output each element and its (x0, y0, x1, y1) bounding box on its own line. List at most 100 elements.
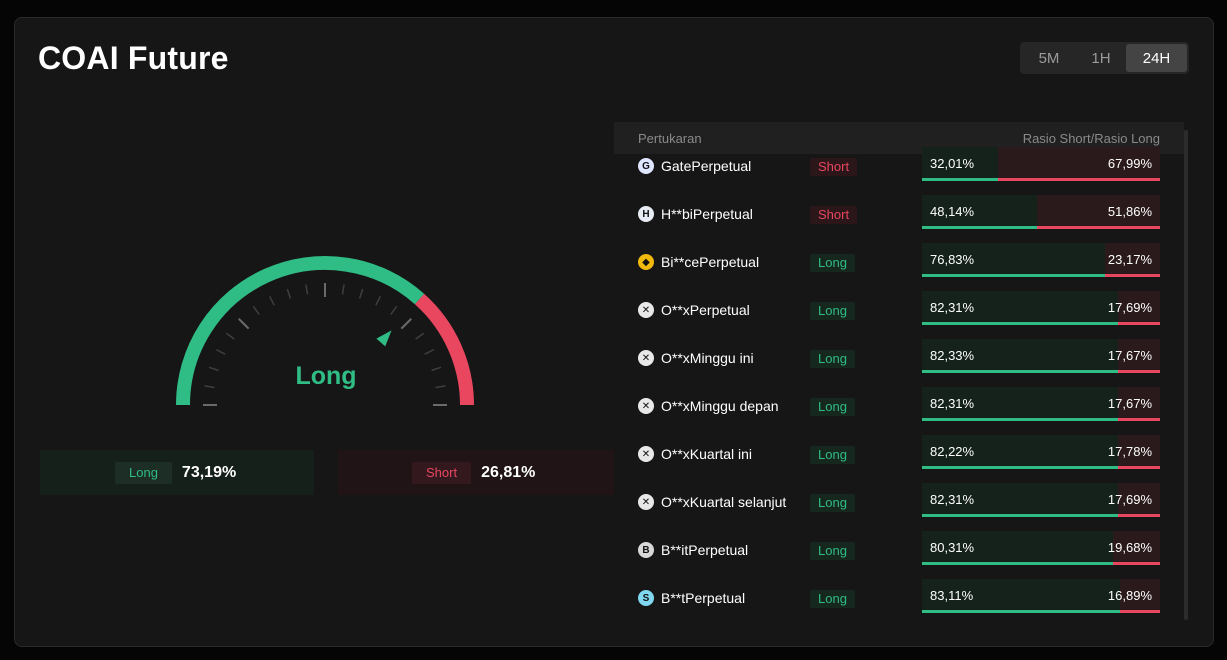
ratio-bar: 82,22% 17,78% (922, 435, 1160, 469)
table-row[interactable]: ◆ Bi**cePerpetual Long 76,83% 23,17% (614, 243, 1184, 298)
ratio-bar: 82,31% 17,67% (922, 387, 1160, 421)
ratio-bar-long-line (922, 178, 998, 181)
ratio-bar-short-fill (1037, 195, 1160, 229)
ratio-left-value: 83,11% (930, 588, 974, 603)
ratio-left-value: 82,31% (930, 300, 975, 315)
ratio-left-value: 82,33% (930, 348, 975, 363)
ratio-bar: 32,01% 67,99% (922, 147, 1160, 181)
ratio-bar-long-line (922, 610, 1120, 613)
ratio-bar-short-fill (1118, 483, 1160, 517)
ratio-left-value: 80,31% (930, 540, 975, 555)
gauge-tick (286, 288, 292, 299)
side-badge: Short (810, 206, 858, 224)
side-badge: Long (810, 446, 855, 464)
table-row[interactable]: B B**itPerpetual Long 80,31% 19,68% (614, 531, 1184, 586)
gauge-short-arc (414, 293, 474, 406)
ratio-bar-short-line (1118, 418, 1160, 421)
ratio-bar: 76,83% 23,17% (922, 243, 1160, 277)
gauge-tick (415, 332, 425, 340)
ratio-bar-long-line (922, 274, 1105, 277)
ratio-right-value: 67,99% (1107, 156, 1152, 171)
column-ratio: Rasio Short/Rasio Long (1022, 130, 1160, 146)
gauge-tick (400, 318, 412, 330)
gauge-tick (358, 288, 364, 299)
ratio-right-value: 17,78% (1107, 444, 1152, 459)
ratio-bar-long-fill (922, 291, 1118, 325)
table-row[interactable]: ✕ O**xKuartal selanjut Long 82,31% 17,69% (614, 483, 1184, 538)
ratio-bar-long-line (922, 466, 1118, 469)
ratio-right-value: 19,68% (1107, 540, 1152, 555)
ratio-left-value: 82,31% (930, 396, 975, 411)
gauge-tick (238, 318, 250, 330)
timeframe-1h-button[interactable]: 1H (1091, 49, 1111, 67)
binance-icon: ◆ (638, 254, 654, 270)
ratio-bar-short-fill (1118, 339, 1160, 373)
ratio-bar-short-fill (1118, 435, 1160, 469)
timeframe-24h-button[interactable]: 24H (1126, 44, 1187, 72)
ratio-right-value: 23,17% (1107, 252, 1152, 267)
table-row[interactable]: ✕ O**xPerpetual Long 82,31% 17,69% (614, 291, 1184, 346)
ratio-bar-long-fill (922, 147, 998, 181)
gauge-tick (424, 348, 435, 355)
short-summary: Short 26,81% (338, 450, 614, 495)
ratio-bar-long-fill (922, 195, 1037, 229)
exchange-name: O**xMinggu ini (661, 350, 754, 366)
gauge-tick (252, 305, 260, 315)
side-badge: Long (810, 590, 855, 608)
gauge-tick (215, 348, 226, 355)
gauge-tick (341, 284, 345, 295)
exchange-name: O**xKuartal selanjut (661, 494, 787, 510)
gauge-tick (268, 295, 275, 306)
exchange-name: H**biPerpetual (661, 206, 753, 222)
okx-icon: ✕ (638, 446, 654, 462)
gauge-tick (225, 332, 235, 340)
ratio-bar-long-fill (922, 387, 1118, 421)
table-row[interactable]: ✕ O**xMinggu depan Long 82,31% 17,67% (614, 387, 1184, 442)
table-scrollbar[interactable] (1184, 130, 1188, 620)
ratio-left-value: 48,14% (930, 204, 975, 219)
ratio-bar-long-fill (922, 339, 1118, 373)
ratio-bar-long-fill (922, 483, 1118, 517)
okx-icon: ✕ (638, 494, 654, 510)
ratio-left-value: 32,01% (930, 156, 975, 171)
gauge-tick (435, 385, 446, 389)
ratio-bar-short-fill (1120, 579, 1160, 613)
timeframe-selector: 5M 1H 24H (1020, 42, 1189, 74)
ratio-left-value: 82,22% (930, 444, 975, 459)
ratio-left-value: 76,83% (930, 252, 975, 267)
long-percentage: 73,19% (181, 463, 237, 481)
ratio-bar-short-line (1113, 562, 1160, 565)
table-row[interactable]: S B**tPerpetual Long 83,11% 16,89% (614, 579, 1184, 634)
side-badge: Long (810, 254, 855, 272)
gauge-tick (431, 366, 442, 372)
gauge-tick (375, 295, 382, 306)
gauge-tick (305, 284, 309, 295)
ratio-bar-long-line (922, 418, 1118, 421)
gate-icon: G (638, 158, 654, 174)
ratio-bar-long-fill (922, 579, 1120, 613)
gauge-tick (208, 366, 219, 372)
side-badge: Long (810, 494, 855, 512)
timeframe-5m-button[interactable]: 5M (1038, 49, 1060, 67)
ratio-bar-long-fill (922, 243, 1105, 277)
table-row[interactable]: G GatePerpetual Short 32,01% 67,99% (614, 147, 1184, 202)
exchange-name: B**tPerpetual (661, 590, 746, 606)
ratio-right-value: 16,89% (1107, 588, 1152, 603)
page-title: COAI Future (38, 40, 229, 76)
ratio-bar-short-line (1118, 322, 1160, 325)
gauge-needle-icon (376, 330, 392, 347)
table-row[interactable]: ✕ O**xMinggu ini Long 82,33% 17,67% (614, 339, 1184, 394)
ratio-bar-short-line (1037, 226, 1160, 229)
table-row[interactable]: ✕ O**xKuartal ini Long 82,22% 17,78% (614, 435, 1184, 490)
ratio-right-value: 17,67% (1107, 348, 1152, 363)
ratio-bar-long-line (922, 370, 1118, 373)
table-row[interactable]: H H**biPerpetual Short 48,14% 51,86% (614, 195, 1184, 250)
ratio-bar: 82,31% 17,69% (922, 291, 1160, 325)
long-summary: Long 73,19% (40, 450, 314, 495)
ratio-bar-short-line (1120, 610, 1160, 613)
side-badge: Short (810, 158, 858, 176)
exchange-name: O**xPerpetual (661, 302, 750, 318)
ratio-bar-short-line (1118, 466, 1160, 469)
ratio-bar-short-line (1118, 370, 1160, 373)
short-tag: Short (412, 461, 472, 484)
